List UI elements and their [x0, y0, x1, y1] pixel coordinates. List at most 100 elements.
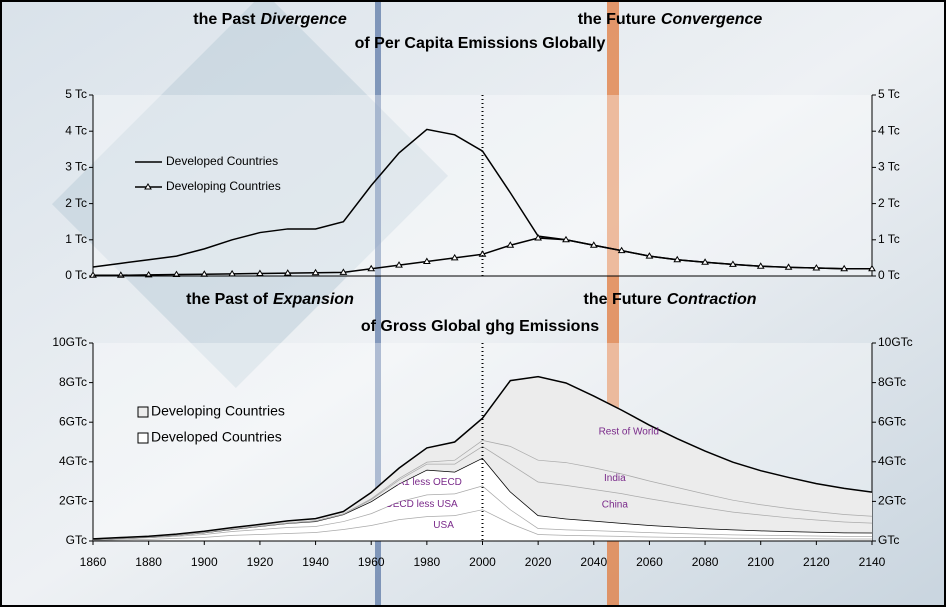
marker [534, 234, 543, 241]
title-part: the Past [193, 11, 256, 28]
chart-title: the Past Divergence [193, 11, 347, 28]
marker [673, 255, 682, 263]
marker [812, 264, 821, 271]
y-tick-label: 4 Tc [65, 123, 87, 137]
chart-subtitle: of Gross Global ghg Emissions [361, 318, 599, 335]
legend-swatch [137, 406, 149, 418]
area [93, 485, 872, 541]
marker [868, 264, 876, 272]
y-tick-label: 8GTc [59, 375, 87, 389]
x-tick-label: 1980 [414, 555, 441, 569]
marker [367, 264, 376, 272]
marker [756, 262, 765, 269]
marker [478, 250, 487, 257]
y-tick-label: 2 Tc [65, 196, 87, 210]
marker [617, 246, 626, 254]
marker [450, 253, 459, 261]
legend-label: Developed Countries [151, 429, 282, 445]
marker [589, 241, 598, 248]
marker [256, 269, 264, 276]
title-part: Expansion [273, 291, 354, 308]
x-tick-label: 1880 [135, 555, 162, 569]
decor-bar [375, 0, 381, 607]
legend-label: Developed Countries [166, 154, 278, 168]
marker [701, 258, 709, 265]
marker [395, 261, 403, 268]
area [93, 376, 872, 540]
legend-label: Developing Countries [166, 179, 281, 193]
chart-title: the Past of Expansion [186, 291, 354, 308]
x-tick-label: 2120 [803, 555, 830, 569]
marker [422, 257, 431, 265]
chart-subtitle: of Per Capita Emissions Globally [355, 35, 606, 52]
x-tick-label: 2000 [469, 555, 496, 569]
area [93, 457, 872, 540]
x-tick-label: 2100 [747, 555, 774, 569]
y2-tick-label: 4GTc [878, 454, 906, 468]
title-part: Divergence [260, 11, 346, 28]
marker [283, 269, 292, 276]
title-part: the Future [578, 11, 656, 28]
title-part: the Past of [186, 291, 268, 308]
x-tick-label: 1920 [247, 555, 274, 569]
legend-swatch [137, 432, 149, 444]
area [93, 445, 872, 540]
layer-label: Rest of World [599, 426, 659, 437]
x-tick-label: 1940 [302, 555, 329, 569]
y-tick-label: GTc [66, 533, 87, 547]
x-tick-label: 2060 [636, 555, 663, 569]
layer-label: OECD less USA [385, 499, 458, 510]
y2-tick-label: 6GTc [878, 414, 906, 428]
chart-title: the Future Contraction [584, 291, 757, 308]
legend-marker [144, 183, 152, 190]
x-tick-label: 2040 [580, 555, 607, 569]
y2-tick-label: 0 Tc [878, 268, 900, 282]
y2-tick-label: 3 Tc [878, 160, 900, 174]
x-tick-label: 2080 [692, 555, 719, 569]
layer-label: China [602, 500, 629, 511]
marker [172, 270, 181, 278]
marker [562, 235, 570, 243]
y2-tick-label: 8GTc [878, 375, 906, 389]
y-tick-label: 2GTc [59, 494, 87, 508]
layer-label: USA [433, 520, 454, 531]
layer-label: India [604, 473, 626, 484]
y2-tick-label: GTc [878, 533, 899, 547]
y2-tick-label: 10GTc [878, 335, 913, 349]
title-part: the Future [584, 291, 662, 308]
legend-label: Developing Countries [151, 403, 285, 419]
y2-tick-label: 1 Tc [878, 232, 900, 246]
y-tick-label: 4GTc [59, 454, 87, 468]
y2-tick-label: 5 Tc [878, 87, 900, 101]
marker [339, 268, 348, 275]
chart-title: the Future Convergence [578, 11, 763, 28]
marker [311, 268, 320, 276]
layer-label: A1 less OECD [397, 477, 461, 488]
y-tick-label: 3 Tc [65, 160, 87, 174]
marker [645, 252, 654, 259]
title-part: Contraction [667, 291, 757, 308]
y2-tick-label: 4 Tc [878, 123, 900, 137]
decor-diamond [52, 0, 448, 388]
x-tick-label: 2020 [525, 555, 552, 569]
y2-tick-label: 2GTc [878, 494, 906, 508]
x-tick-label: 1900 [191, 555, 218, 569]
marker [784, 263, 793, 270]
y-tick-label: 6GTc [59, 414, 87, 428]
y-tick-label: 10GTc [52, 335, 87, 349]
y2-tick-label: 2 Tc [878, 196, 900, 210]
title-part: Convergence [661, 11, 762, 28]
marker [506, 241, 515, 248]
x-tick-label: 2140 [859, 555, 886, 569]
y-tick-label: 0 Tc [65, 268, 87, 282]
y-tick-label: 5 Tc [65, 87, 87, 101]
marker [840, 264, 849, 272]
plot-area [93, 95, 872, 276]
x-tick-label: 1860 [80, 555, 107, 569]
area-edge [92, 375, 873, 540]
x-tick-label: 1960 [358, 555, 385, 569]
y-tick-label: 1 Tc [65, 232, 87, 246]
marker [729, 260, 737, 267]
